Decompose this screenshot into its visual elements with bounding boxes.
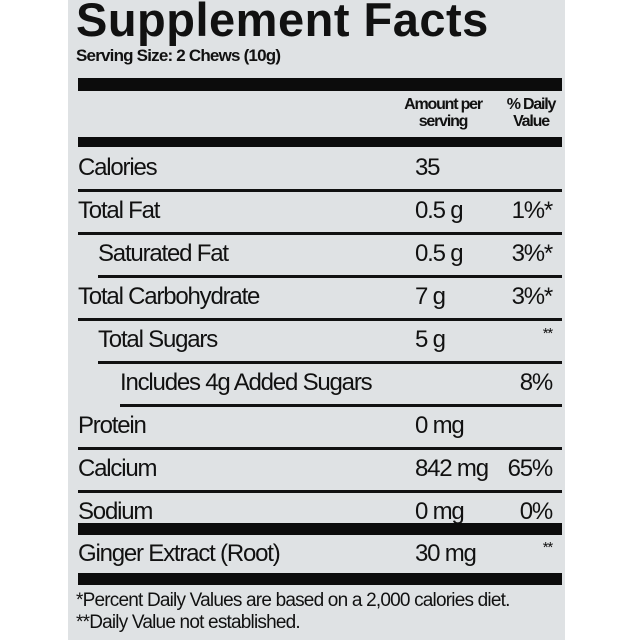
nutrient-name: Saturated Fat bbox=[98, 240, 229, 267]
nutrient-name: Sodium bbox=[78, 498, 153, 525]
nutrient-name: Includes 4g Added Sugars bbox=[120, 369, 373, 396]
row-divider bbox=[78, 232, 562, 235]
nutrient-name: Protein bbox=[78, 412, 147, 439]
nutrient-name: Total Sugars bbox=[98, 326, 218, 353]
row-divider bbox=[78, 490, 562, 493]
serving-size: Serving Size: 2 Chews (10g) bbox=[76, 46, 281, 65]
dv-header: % Daily Value bbox=[496, 96, 566, 130]
row-divider bbox=[98, 275, 562, 278]
nutrient-dv: 3%* bbox=[511, 240, 554, 267]
nutrient-dv: ** bbox=[542, 539, 554, 556]
amount-header: Amount per serving bbox=[388, 96, 498, 130]
nutrient-amount: 842 mg bbox=[415, 455, 489, 482]
nutrient-name: Calories bbox=[78, 154, 158, 181]
row-divider bbox=[120, 404, 562, 407]
nutrient-dv: 1%* bbox=[511, 197, 554, 224]
nutrient-row: Calories 35 bbox=[78, 149, 562, 192]
nutrient-name: Ginger Extract (Root) bbox=[78, 540, 281, 567]
label-title: Supplement Facts bbox=[76, 0, 489, 46]
thick-divider bbox=[78, 523, 562, 535]
nutrient-name: Calcium bbox=[78, 455, 158, 482]
row-divider bbox=[98, 361, 562, 364]
nutrient-amount: 7 g bbox=[415, 283, 446, 310]
nutrient-amount: 5 g bbox=[415, 326, 446, 353]
nutrient-name: Total Carbohydrate bbox=[78, 283, 260, 310]
footnote-2: **Daily Value not established. bbox=[76, 612, 301, 633]
nutrient-amount: 0.5 g bbox=[415, 240, 464, 267]
nutrient-amount: 35 bbox=[415, 154, 441, 181]
nutrient-row: Saturated Fat 0.5 g 3%* bbox=[78, 235, 562, 278]
dv-header-line2: Value bbox=[513, 113, 550, 130]
nutrient-dv: 3%* bbox=[511, 283, 554, 310]
nutrient-amount: 0.5 g bbox=[415, 197, 464, 224]
nutrient-row-ginger: Ginger Extract (Root) 30 mg ** bbox=[78, 535, 562, 578]
row-divider bbox=[78, 447, 562, 450]
row-divider bbox=[78, 318, 562, 321]
nutrient-row: Sodium 0 mg 0% bbox=[78, 493, 562, 536]
nutrient-amount: 0 mg bbox=[415, 412, 465, 439]
dv-header-line1: % Daily bbox=[506, 96, 557, 113]
thick-divider bbox=[78, 78, 562, 91]
nutrient-row: Protein 0 mg bbox=[78, 407, 562, 450]
amount-header-line1: Amount per bbox=[404, 96, 483, 113]
nutrient-row: Includes 4g Added Sugars 8% bbox=[78, 364, 562, 407]
nutrient-dv: 8% bbox=[519, 369, 554, 396]
nutrient-row: Total Carbohydrate 7 g 3%* bbox=[78, 278, 562, 321]
nutrient-dv: 0% bbox=[519, 498, 554, 525]
nutrient-row: Total Fat 0.5 g 1%* bbox=[78, 192, 562, 235]
nutrient-dv: 65% bbox=[507, 455, 554, 482]
nutrient-dv: ** bbox=[542, 325, 554, 342]
nutrient-amount: 0 mg bbox=[415, 498, 465, 525]
nutrient-row: Calcium 842 mg 65% bbox=[78, 450, 562, 493]
amount-header-line2: serving bbox=[418, 113, 469, 130]
row-divider bbox=[78, 189, 562, 192]
footnote-1: *Percent Daily Values are based on a 2,0… bbox=[76, 590, 510, 611]
nutrient-name: Total Fat bbox=[78, 197, 160, 224]
thick-divider bbox=[78, 137, 562, 147]
nutrient-amount: 30 mg bbox=[415, 540, 477, 567]
nutrient-row: Total Sugars 5 g ** bbox=[78, 321, 562, 364]
thick-divider bbox=[78, 573, 562, 585]
